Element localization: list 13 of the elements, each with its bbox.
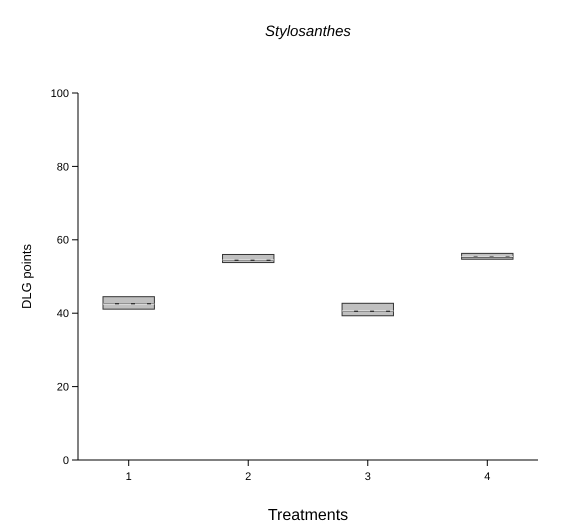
chart-title: Stylosanthes (265, 23, 352, 40)
y-tick-label: 0 (62, 454, 69, 467)
x-tick-label: 4 (484, 471, 490, 483)
y-tick-label: 60 (56, 234, 69, 247)
x-tick-label: 1 (126, 471, 132, 483)
y-axis-title: DLG points (19, 243, 34, 310)
x-axis-title: Treatments (268, 507, 348, 522)
x-tick-label: 3 (364, 471, 371, 483)
y-tick-label: 100 (50, 88, 69, 100)
y-tick-label: 80 (56, 161, 69, 174)
y-tick-label: 40 (56, 308, 69, 320)
y-tick-label: 20 (56, 381, 69, 394)
x-tick-label: 2 (245, 471, 252, 483)
